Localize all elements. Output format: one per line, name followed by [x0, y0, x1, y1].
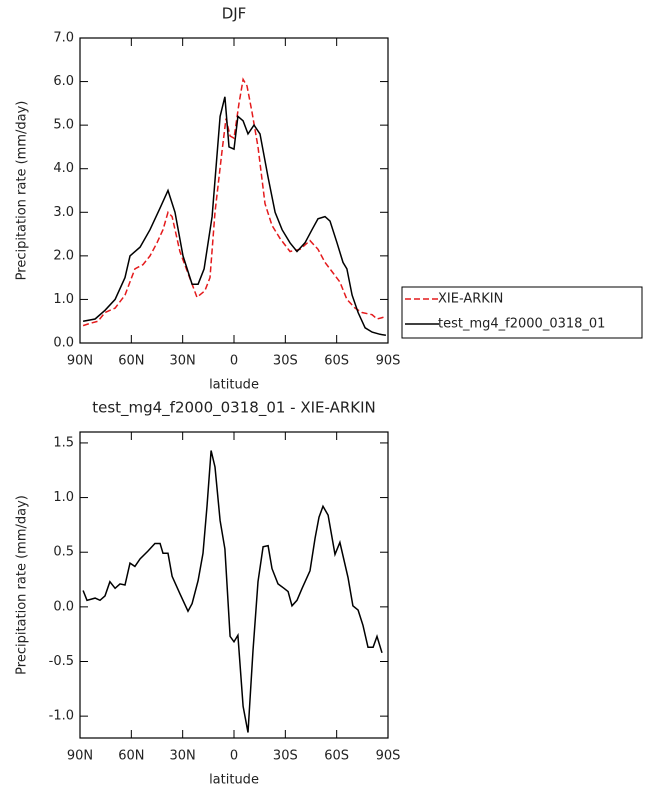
x-tick-label: 30N	[170, 749, 196, 764]
chart-title: test_mg4_f2000_0318_01 - XIE-ARKIN	[92, 399, 376, 418]
y-tick-label: 4.0	[53, 161, 74, 176]
x-tick-label: 90S	[376, 354, 401, 369]
y-axis-label: Precipitation rate (mm/day)	[15, 101, 30, 281]
x-tick-label: 60S	[324, 749, 349, 764]
legend-box	[401, 286, 643, 339]
y-tick-label: 1.0	[53, 490, 74, 505]
y-tick-label: 2.0	[53, 248, 74, 263]
data-line	[82, 77, 386, 327]
x-tick-label: 30S	[273, 749, 298, 764]
y-tick-label: 6.0	[53, 74, 74, 89]
plot-frame	[79, 37, 389, 344]
legend-label: test_mg4_f2000_0318_01	[438, 317, 605, 332]
plot-frame	[79, 431, 389, 739]
y-tick-label: -0.5	[49, 654, 74, 669]
x-tick-label: 30S	[273, 354, 298, 369]
x-tick-label: 60N	[118, 354, 144, 369]
x-tick-label: 60N	[118, 749, 144, 764]
y-tick-label: 0.0	[53, 599, 74, 614]
legend-label: XIE-ARKIN	[438, 292, 503, 307]
y-tick-label: 7.0	[53, 31, 74, 46]
y-tick-label: 3.0	[53, 205, 74, 220]
x-tick-label: 0	[230, 354, 238, 369]
y-tick-label: 1.0	[53, 292, 74, 307]
x-axis-label: latitude	[209, 378, 259, 393]
y-tick-label: 5.0	[53, 118, 74, 133]
y-axis-label: Precipitation rate (mm/day)	[15, 495, 30, 675]
x-tick-label: 60S	[324, 354, 349, 369]
chart-title: DJF	[222, 5, 247, 23]
y-tick-label: 0.0	[53, 336, 74, 351]
x-tick-label: 30N	[170, 354, 196, 369]
y-tick-label: -1.0	[49, 709, 74, 724]
x-tick-label: 90N	[67, 354, 93, 369]
y-tick-label: 1.5	[53, 435, 74, 450]
x-axis-label: latitude	[209, 773, 259, 788]
x-tick-label: 90S	[376, 749, 401, 764]
x-tick-label: 0	[230, 749, 238, 764]
data-line	[82, 96, 387, 336]
data-line	[82, 450, 383, 733]
y-tick-label: 0.5	[53, 545, 74, 560]
x-tick-label: 90N	[67, 749, 93, 764]
